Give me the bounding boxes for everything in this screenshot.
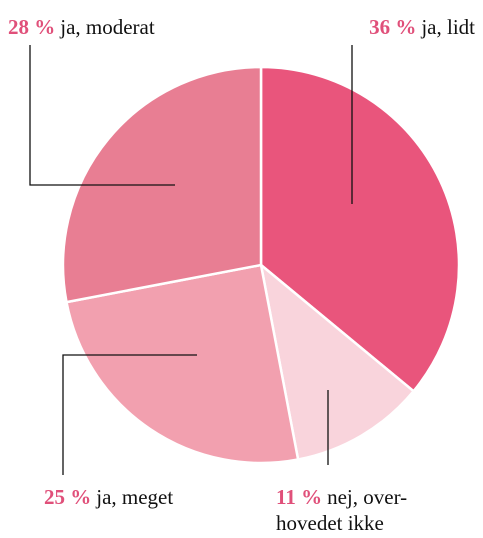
slice-label: 28 % ja, moderat [8,14,155,40]
slice-label: 11 % nej, over- hovedet ikke [276,484,407,536]
slice-label: 25 % ja, meget [44,484,173,510]
leader-line [62,354,197,475]
category-label: ja, lidt [421,15,475,39]
category-label: ja, moderat [60,15,155,39]
leader-line [29,45,175,186]
value-label: 25 % [44,485,92,509]
pie-slice [65,263,300,465]
pie-slice [259,261,416,461]
value-label: 36 % [369,15,417,39]
value-label: 28 % [8,15,56,39]
slice-label: 36 % ja, lidt [369,14,475,40]
category-label: nej, over- hovedet ikke [276,485,408,535]
value-label: 11 % [276,485,323,509]
pie-slice [259,65,461,393]
category-label: ja, meget [96,485,174,509]
